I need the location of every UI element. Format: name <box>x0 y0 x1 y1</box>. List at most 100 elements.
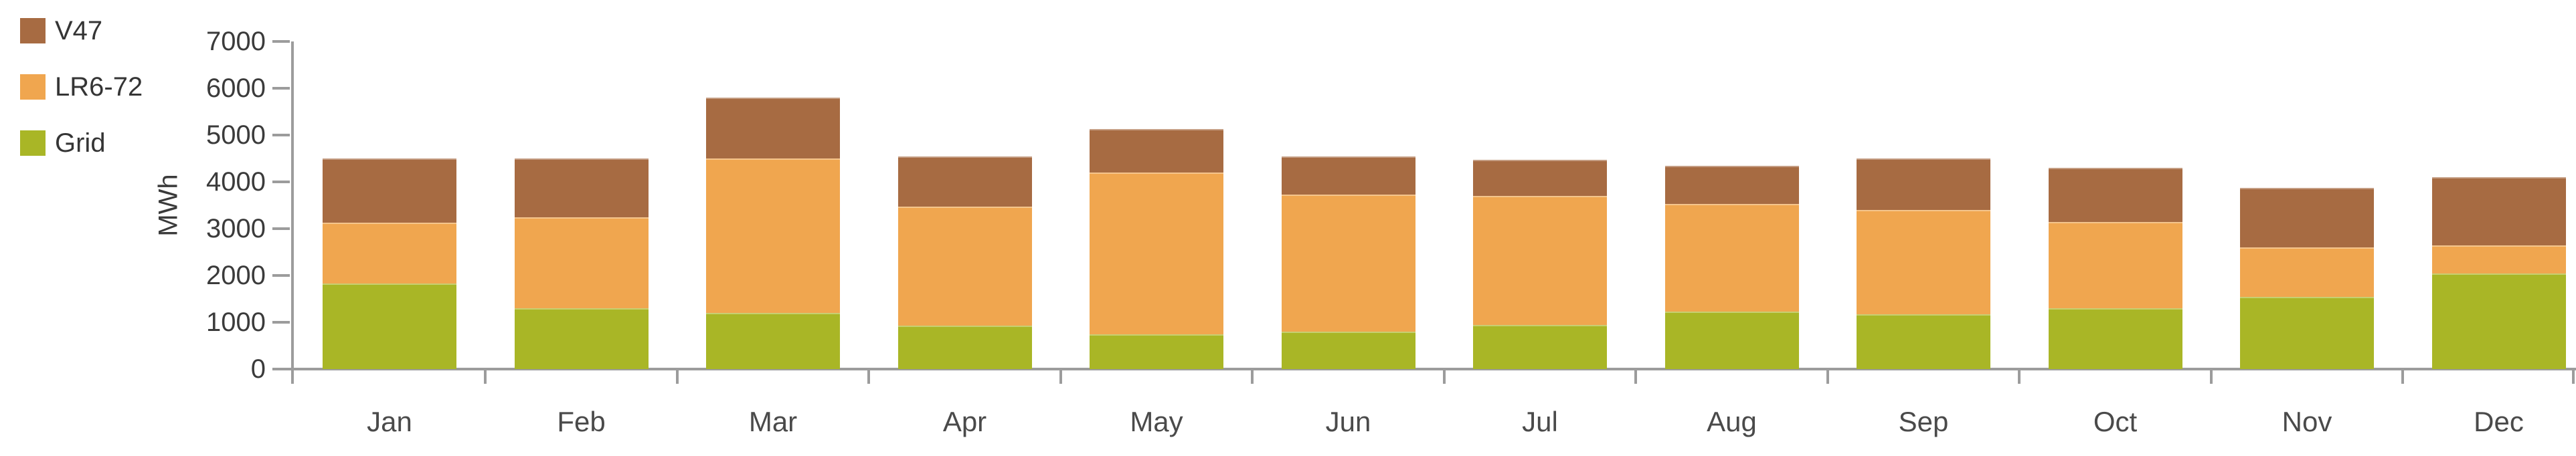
legend-label: Grid <box>55 128 106 158</box>
bar-jun <box>1281 156 1415 369</box>
segment-v47-sep[interactable] <box>1857 158 1990 210</box>
y-tick-mark <box>272 40 290 43</box>
x-tick-mark <box>1826 369 1829 384</box>
chart-legend: V47 LR6-72 Grid <box>20 17 143 186</box>
y-tick-label: 0 <box>250 354 266 384</box>
x-category-label: Oct <box>2093 406 2138 437</box>
segment-lr6-72-apr[interactable] <box>897 206 1032 326</box>
x-tick-mark <box>2401 369 2405 384</box>
segment-v47-mar[interactable] <box>706 98 840 158</box>
bar-may <box>1090 129 1223 369</box>
segment-grid-jan[interactable] <box>323 283 456 369</box>
y-tick-mark <box>272 274 290 277</box>
segment-grid-may[interactable] <box>1090 334 1223 369</box>
y-tick-label: 1000 <box>206 308 266 337</box>
x-axis-line <box>272 368 2576 370</box>
x-category-label: Sep <box>1898 406 1949 437</box>
segment-grid-feb[interactable] <box>514 308 649 369</box>
segment-grid-dec[interactable] <box>2431 273 2566 369</box>
plot-area: 0 1000 2000 3000 4000 5000 6000 7000 Jan Feb Mar Ap… <box>206 28 2576 436</box>
segment-lr6-72-jul[interactable] <box>1473 196 1607 325</box>
y-tick-mark <box>272 134 290 136</box>
segment-lr6-72-dec[interactable] <box>2431 245 2566 273</box>
segment-grid-jul[interactable] <box>1473 324 1607 369</box>
segment-grid-aug[interactable] <box>1664 312 1799 369</box>
bar-sep <box>1857 158 1990 369</box>
segment-v47-dec[interactable] <box>2431 177 2566 245</box>
legend-swatch-icon <box>20 18 46 43</box>
segment-lr6-72-nov[interactable] <box>2240 247 2374 297</box>
bar-aug <box>1664 165 1799 369</box>
segment-v47-feb[interactable] <box>514 158 649 217</box>
legend-label: V47 <box>55 16 103 45</box>
x-tick-mark <box>1251 369 1254 384</box>
bar-feb <box>514 158 649 369</box>
x-tick-mark <box>1634 369 1638 384</box>
y-tick-label: 2000 <box>206 261 266 290</box>
bar-dec <box>2431 177 2566 369</box>
x-tick-mark <box>867 369 871 384</box>
segment-grid-sep[interactable] <box>1857 314 1990 369</box>
segment-lr6-72-may[interactable] <box>1090 173 1223 334</box>
segment-lr6-72-jun[interactable] <box>1281 195 1415 332</box>
legend-item-grid[interactable]: Grid <box>20 130 143 156</box>
x-category-label: Feb <box>557 406 606 437</box>
segment-v47-jul[interactable] <box>1473 159 1607 196</box>
bar-oct <box>2048 168 2182 369</box>
x-category-label: Nov <box>2282 406 2332 437</box>
segment-lr6-72-jan[interactable] <box>323 223 456 284</box>
bar-jul <box>1473 159 1607 369</box>
x-tick-mark <box>1059 369 1062 384</box>
segment-grid-mar[interactable] <box>706 313 840 369</box>
x-tick-mark <box>1442 369 1446 384</box>
segment-grid-oct[interactable] <box>2048 308 2182 369</box>
x-category-label: Apr <box>942 406 987 437</box>
y-tick-label: 6000 <box>206 74 266 103</box>
x-tick-mark <box>2572 369 2575 384</box>
legend-swatch-icon <box>20 74 46 100</box>
legend-item-v47[interactable]: V47 <box>20 17 143 44</box>
segment-lr6-72-feb[interactable] <box>514 217 649 308</box>
segment-lr6-72-aug[interactable] <box>1664 204 1799 312</box>
segment-grid-nov[interactable] <box>2240 296 2374 369</box>
y-tick-label: 7000 <box>206 27 266 56</box>
x-tick-mark <box>2018 369 2021 384</box>
bar-jan <box>323 158 456 369</box>
y-tick-mark <box>272 321 290 324</box>
segment-lr6-72-sep[interactable] <box>1857 210 1990 314</box>
bar-apr <box>897 156 1032 369</box>
segment-grid-jun[interactable] <box>1281 332 1415 369</box>
y-tick-mark <box>272 87 290 90</box>
segment-v47-aug[interactable] <box>1664 165 1799 205</box>
y-axis-line <box>291 41 294 384</box>
segment-lr6-72-oct[interactable] <box>2048 221 2182 308</box>
segment-v47-jan[interactable] <box>323 158 456 223</box>
y-tick-label: 5000 <box>206 120 266 150</box>
y-tick-mark <box>272 181 290 183</box>
bar-mar <box>706 98 840 369</box>
y-tick-label: 3000 <box>206 214 266 243</box>
legend-label: LR6-72 <box>55 72 143 102</box>
x-category-label: May <box>1130 406 1183 437</box>
segment-grid-apr[interactable] <box>897 326 1032 369</box>
segment-lr6-72-mar[interactable] <box>706 158 840 313</box>
x-category-label: Aug <box>1707 406 1757 437</box>
y-tick-mark <box>272 368 290 370</box>
x-category-label: Jun <box>1325 406 1371 437</box>
segment-v47-nov[interactable] <box>2240 187 2374 247</box>
x-category-label: Dec <box>2474 406 2524 437</box>
segment-v47-apr[interactable] <box>897 156 1032 207</box>
segment-v47-oct[interactable] <box>2048 168 2182 222</box>
x-tick-mark <box>484 369 487 384</box>
x-category-label: Mar <box>748 406 798 437</box>
legend-item-lr6-72[interactable]: LR6-72 <box>20 74 143 100</box>
x-tick-mark <box>2209 369 2213 384</box>
x-tick-mark <box>675 369 679 384</box>
y-tick-mark <box>272 227 290 230</box>
bar-nov <box>2240 187 2374 369</box>
segment-v47-may[interactable] <box>1090 129 1223 173</box>
legend-swatch-icon <box>20 130 46 156</box>
x-tick-mark <box>291 369 294 384</box>
segment-v47-jun[interactable] <box>1281 156 1415 195</box>
